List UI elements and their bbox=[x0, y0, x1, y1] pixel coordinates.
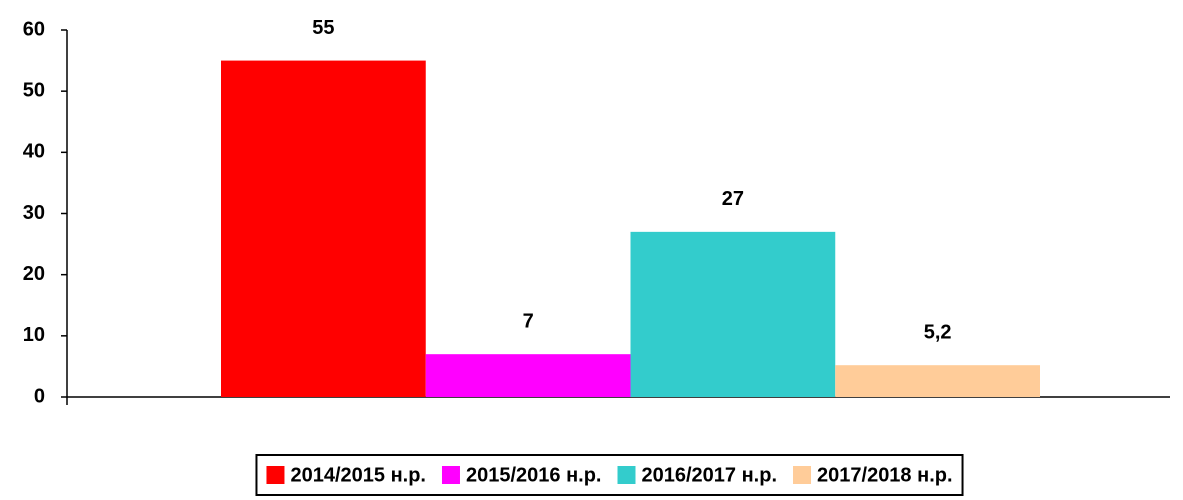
y-tick-label: 40 bbox=[23, 141, 45, 163]
y-tick-label: 0 bbox=[34, 385, 45, 407]
legend-label: 2017/2018 н.р. bbox=[817, 464, 953, 486]
y-tick-label: 20 bbox=[23, 263, 45, 285]
legend-item: 2017/2018 н.р. bbox=[793, 464, 953, 486]
bar bbox=[835, 365, 1040, 397]
bar bbox=[630, 231, 836, 397]
data-label: 55 bbox=[312, 17, 334, 39]
legend-swatch bbox=[793, 466, 812, 484]
legend-box bbox=[255, 454, 964, 496]
legend-label: 2014/2015 н.р. bbox=[290, 464, 426, 486]
y-tick-label: 50 bbox=[23, 79, 45, 101]
legend-swatch bbox=[617, 466, 636, 484]
legend-swatch bbox=[266, 466, 285, 484]
y-tick-label: 60 bbox=[23, 18, 45, 40]
data-label: 5,2 bbox=[924, 321, 952, 343]
legend-label: 2015/2016 н.р. bbox=[466, 464, 602, 486]
y-tick-label: 30 bbox=[23, 202, 45, 224]
legend-item: 2015/2016 н.р. bbox=[441, 464, 602, 486]
data-label: 7 bbox=[523, 310, 534, 332]
data-label: 27 bbox=[722, 188, 744, 210]
bar bbox=[221, 60, 426, 397]
legend-label: 2016/2017 н.р. bbox=[642, 464, 778, 486]
legend-item: 2016/2017 н.р. bbox=[617, 464, 778, 486]
legend-swatch bbox=[441, 466, 460, 484]
bar bbox=[425, 354, 631, 397]
legend: 2014/2015 н.р. 2015/2016 н.р. 2016/2017 н.… bbox=[255, 454, 964, 496]
y-tick-label: 10 bbox=[23, 324, 45, 346]
legend-item: 2014/2015 н.р. bbox=[266, 464, 426, 486]
